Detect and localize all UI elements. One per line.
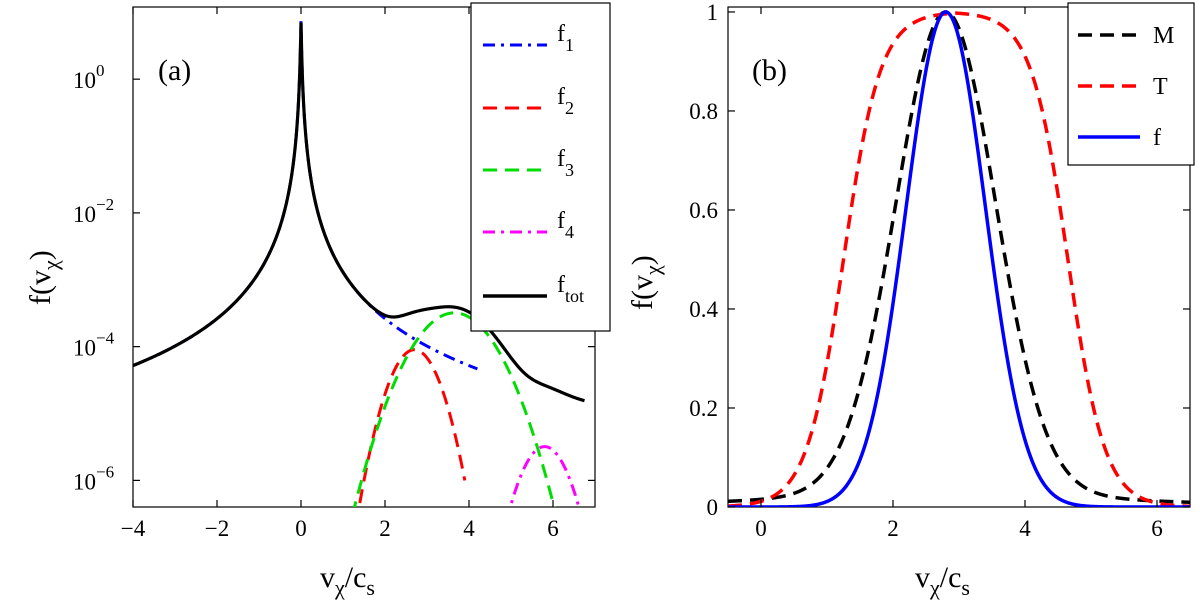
panel-b-xlabel: vχ/cs	[915, 561, 970, 600]
ytick-label: 100	[73, 61, 105, 93]
ytick-label: 10−6	[73, 462, 114, 494]
series-line-f_tot	[133, 22, 585, 403]
ytick-label: 10−2	[73, 195, 114, 227]
ytick-label: 0.4	[689, 297, 718, 322]
legend-label-f_tot: ftot	[557, 272, 584, 306]
xtick-label: 4	[1019, 516, 1031, 541]
ytick-label: 1	[707, 0, 719, 25]
panel-a-ylabel: f(vχ)	[24, 250, 63, 305]
legend-label-f4: f4	[557, 208, 574, 242]
xtick-label: 2	[887, 516, 899, 541]
panel-b-ylabel: f(vχ)	[626, 255, 665, 310]
series-line-M	[728, 10, 1190, 505]
series-line-T	[728, 11, 1190, 507]
xtick-label: −4	[121, 516, 146, 541]
xtick-label: 6	[1151, 516, 1163, 541]
xtick-label: 4	[463, 516, 475, 541]
ytick-label: 10−4	[73, 329, 115, 361]
xtick-label: 2	[379, 516, 391, 541]
legend-label-f3: f3	[557, 146, 574, 180]
panel-a-label: (a)	[158, 54, 191, 87]
legend-label-f: f	[1153, 125, 1161, 151]
ytick-label: 0.2	[689, 396, 718, 421]
xtick-label: −2	[205, 516, 229, 541]
series-line-f	[728, 10, 1190, 507]
ytick-label: 0.6	[689, 198, 718, 223]
panel-a-legend-box	[470, 2, 611, 332]
ytick-label: 0.8	[689, 99, 718, 124]
panel-b-legend: MTf	[1067, 2, 1195, 166]
panel-b-chart: 0 2 4 6 0 0.2 0.4 0.6 0.8 1 (b) vχ/cs f(vχ) MTf	[626, 0, 1195, 600]
series-line-f4	[508, 445, 581, 507]
legend-label-f1: f1	[557, 21, 574, 55]
panel-b-legend-box	[1067, 2, 1195, 166]
series-line-f2	[358, 348, 467, 504]
legend-label-f2: f2	[557, 84, 574, 118]
xtick-label: 0	[755, 516, 767, 541]
panel-a-xlabel: vχ/cs	[320, 561, 375, 600]
xtick-label: 6	[547, 516, 559, 541]
panel-a-legend: f1 f2 f3 f4 ftot	[470, 2, 611, 332]
panel-b-label: (b)	[752, 54, 787, 87]
ytick-label: 0	[707, 495, 719, 520]
panel-b-frame	[727, 6, 1191, 508]
legend-label-T: T	[1153, 74, 1168, 100]
legend-label-M: M	[1153, 23, 1174, 49]
xtick-label: 0	[295, 516, 307, 541]
